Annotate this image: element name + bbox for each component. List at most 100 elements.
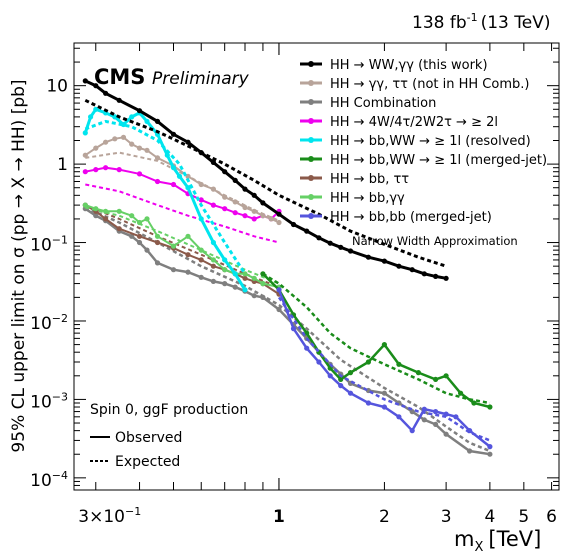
expected-line xyxy=(84,98,447,268)
data-point xyxy=(222,257,228,263)
data-point xyxy=(154,178,161,185)
data-point xyxy=(276,219,282,226)
data-point xyxy=(185,139,191,145)
expected-line xyxy=(85,183,280,244)
data-point xyxy=(93,213,99,219)
axis-ticks: 10 1 10−1 10−2 10−3 10−4 3×10−1 1 2 3 4 5 6 xyxy=(30,43,559,527)
data-point xyxy=(415,370,421,376)
legend-label: HH Combination xyxy=(330,96,436,111)
data-point xyxy=(136,233,143,239)
x-tick-label: 4 xyxy=(484,507,495,527)
lumi-label: 138 fb-1 (13 TeV) xyxy=(412,11,551,33)
data-point xyxy=(338,383,344,389)
data-point xyxy=(232,271,238,277)
data-point xyxy=(222,267,228,273)
data-point xyxy=(365,254,371,260)
legend-marker xyxy=(308,175,314,181)
data-point xyxy=(232,199,238,205)
data-point xyxy=(409,267,415,273)
data-point xyxy=(103,216,109,222)
data-point xyxy=(210,202,216,208)
data-point xyxy=(129,141,135,147)
data-point xyxy=(260,281,266,287)
spin-label: Spin 0, ggF production xyxy=(90,402,248,418)
legend-label: HH → bb,WW → ≥ 1l (resolved) xyxy=(330,134,531,149)
data-point xyxy=(154,155,161,161)
y-tick-label: 1 xyxy=(57,155,68,175)
data-point xyxy=(268,216,274,222)
series-0 xyxy=(82,78,449,281)
legend-marker xyxy=(308,118,314,124)
data-point xyxy=(381,390,387,396)
data-point xyxy=(327,240,333,246)
expected-line xyxy=(277,296,491,442)
data-point xyxy=(381,404,387,410)
legend-label: HH → bb,WW → ≥ 1l (merged-jet) xyxy=(330,153,547,168)
data-point xyxy=(120,134,127,140)
observed-key-label: Observed xyxy=(115,430,182,446)
series-8 xyxy=(276,287,493,450)
data-point xyxy=(232,210,238,216)
data-point xyxy=(103,208,109,214)
legend-marker xyxy=(308,213,314,219)
data-point xyxy=(347,370,354,376)
data-point xyxy=(251,192,257,198)
data-point xyxy=(154,118,161,124)
data-point xyxy=(210,263,216,269)
data-point xyxy=(112,114,118,120)
data-point xyxy=(471,400,477,406)
data-point xyxy=(129,114,135,120)
data-point xyxy=(103,90,109,96)
data-point xyxy=(487,444,493,450)
data-point xyxy=(210,257,216,263)
data-point xyxy=(112,136,118,142)
data-point xyxy=(443,373,449,379)
data-point xyxy=(129,213,135,219)
series-layer xyxy=(82,78,493,457)
observed-line xyxy=(277,289,491,448)
data-point xyxy=(164,152,170,158)
data-point xyxy=(487,451,493,457)
data-point xyxy=(154,239,161,246)
data-point xyxy=(260,294,266,300)
expected-line xyxy=(84,204,280,289)
series-3 xyxy=(82,165,282,244)
data-point xyxy=(421,406,427,412)
data-point xyxy=(154,233,161,239)
legend: HH → WW,γγ (this work) HH → γγ, ττ (not i… xyxy=(300,58,547,225)
data-point xyxy=(154,260,161,266)
data-point xyxy=(232,284,238,290)
x-tick-label: 2 xyxy=(379,507,390,527)
legend-marker xyxy=(308,194,314,200)
data-point xyxy=(316,235,322,241)
legend-label: HH → bb, ττ xyxy=(330,172,409,187)
series-7 xyxy=(82,202,282,290)
x-tick-label: 3 xyxy=(441,507,452,527)
data-point xyxy=(365,400,371,406)
cms-label: CMS xyxy=(94,65,145,89)
data-point xyxy=(185,233,191,239)
data-point xyxy=(304,228,310,234)
legend-marker xyxy=(308,99,314,105)
data-point xyxy=(170,131,177,137)
data-point xyxy=(242,275,248,281)
data-point xyxy=(338,244,344,250)
data-point xyxy=(144,247,150,253)
y-tick-label: 10−4 xyxy=(30,469,68,491)
data-point xyxy=(251,208,257,214)
data-point xyxy=(338,376,344,382)
data-point xyxy=(381,258,387,264)
y-tick-label: 10−1 xyxy=(30,234,68,256)
data-point xyxy=(396,414,402,420)
data-point xyxy=(82,202,88,208)
data-point xyxy=(103,165,109,171)
data-point xyxy=(327,373,333,379)
data-point xyxy=(242,213,248,219)
data-point xyxy=(93,206,99,212)
data-point xyxy=(198,247,204,253)
y-tick-label: 10−2 xyxy=(30,312,68,334)
legend-marker xyxy=(308,80,314,86)
data-point xyxy=(453,414,459,420)
data-point xyxy=(120,121,127,128)
